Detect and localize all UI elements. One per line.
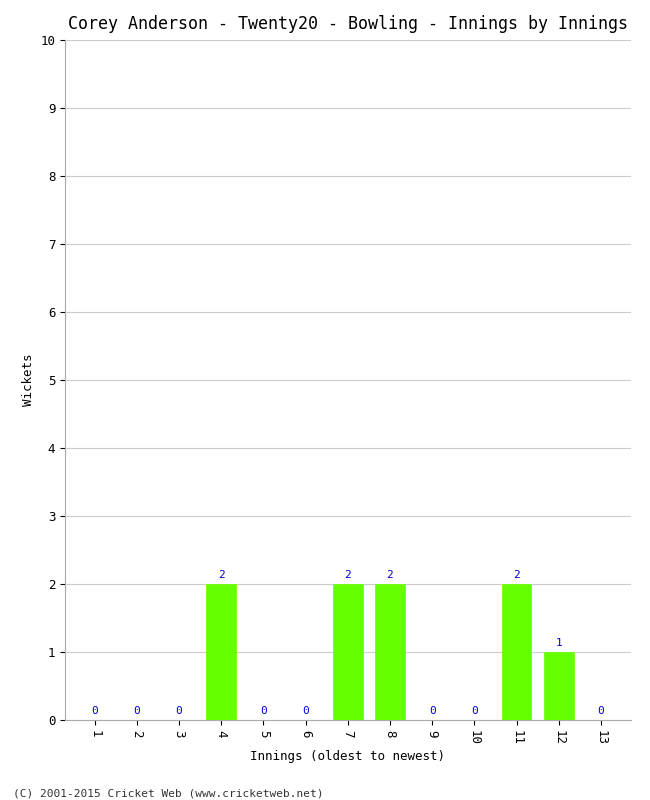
Text: 0: 0	[302, 706, 309, 716]
Title: Corey Anderson - Twenty20 - Bowling - Innings by Innings: Corey Anderson - Twenty20 - Bowling - In…	[68, 15, 628, 33]
Y-axis label: Wickets: Wickets	[21, 354, 34, 406]
Bar	[544, 652, 573, 720]
Text: 0: 0	[176, 706, 182, 716]
Text: 1: 1	[555, 638, 562, 648]
Text: 0: 0	[91, 706, 98, 716]
Bar	[207, 584, 236, 720]
X-axis label: Innings (oldest to newest): Innings (oldest to newest)	[250, 750, 445, 763]
Bar	[333, 584, 363, 720]
Text: 0: 0	[260, 706, 266, 716]
Text: 2: 2	[387, 570, 393, 580]
Text: 0: 0	[597, 706, 604, 716]
Text: 2: 2	[344, 570, 351, 580]
Bar	[375, 584, 405, 720]
Text: 0: 0	[429, 706, 436, 716]
Bar	[502, 584, 531, 720]
Text: 0: 0	[133, 706, 140, 716]
Text: 0: 0	[471, 706, 478, 716]
Text: 2: 2	[218, 570, 224, 580]
Text: 2: 2	[514, 570, 520, 580]
Text: (C) 2001-2015 Cricket Web (www.cricketweb.net): (C) 2001-2015 Cricket Web (www.cricketwe…	[13, 788, 324, 798]
